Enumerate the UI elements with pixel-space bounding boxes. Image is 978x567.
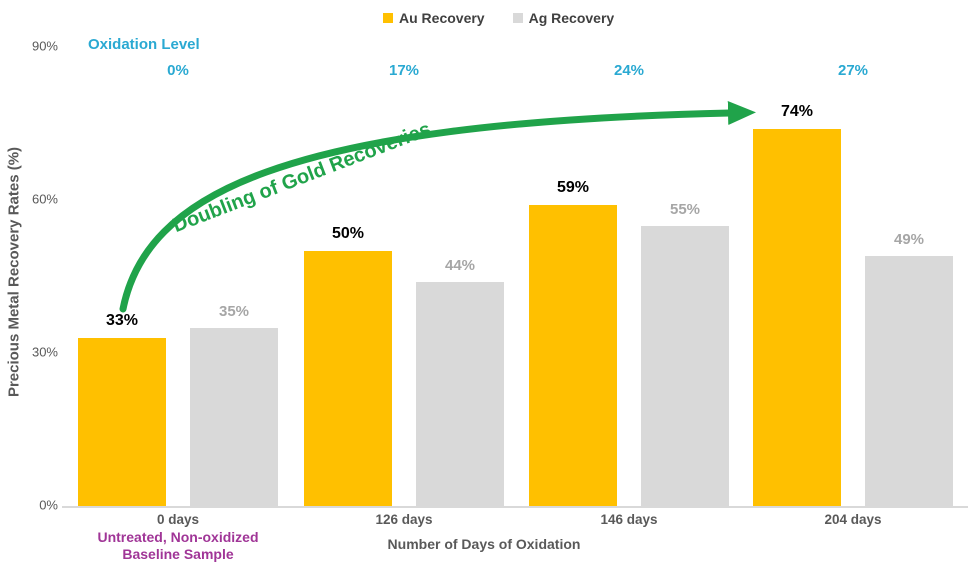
legend: Au Recovery Ag Recovery (383, 10, 614, 26)
oxidation-value: 27% (837, 62, 869, 79)
au-legend-label: Au Recovery (399, 10, 485, 26)
au-bar (753, 128, 841, 506)
oxidation-level-title: Oxidation Level (88, 36, 200, 53)
y-axis-title: Precious Metal Recovery Rates (%) (5, 146, 23, 398)
baseline-note-line2: Baseline Sample (122, 546, 234, 562)
ag-legend-label: Ag Recovery (528, 10, 615, 26)
ag-bar (190, 327, 278, 506)
au-bar (78, 337, 166, 506)
oxidation-value: 17% (388, 62, 420, 79)
ag-bar (865, 256, 953, 506)
oxidation-value: 0% (167, 62, 189, 79)
legend-item-au: Au Recovery (383, 10, 485, 26)
au-bar (529, 205, 617, 506)
ag-value-label: 35% (218, 302, 250, 320)
x-tick-label: 126 days (375, 512, 433, 527)
ag-legend-swatch-icon (512, 13, 523, 23)
ag-value-label: 44% (444, 256, 476, 274)
legend-item-ag: Ag Recovery (512, 10, 615, 26)
y-tick-label: 60% (31, 191, 58, 207)
ag-bar (416, 281, 504, 506)
ag-bar (641, 225, 729, 506)
x-tick-label: 204 days (824, 512, 882, 527)
au-value-label: 74% (780, 102, 814, 120)
au-bar (304, 251, 392, 506)
y-tick-label: 0% (39, 497, 58, 513)
au-value-label: 50% (331, 225, 365, 242)
ag-value-label: 55% (669, 200, 701, 218)
baseline-sample-note: Untreated, Non-oxidized Baseline Sample (58, 529, 298, 563)
x-tick-label: 0 days (156, 512, 200, 527)
au-value-label: 59% (556, 179, 590, 197)
oxidation-value: 24% (613, 62, 645, 79)
ag-value-label: 49% (893, 231, 925, 249)
arrow-annotation-text: Doubling of Gold Recoveries (169, 118, 434, 238)
au-value-label: 33% (105, 311, 139, 329)
baseline-note-line1: Untreated, Non-oxidized (97, 529, 259, 545)
x-axis-title: Number of Days of Oxidation (387, 536, 581, 552)
y-tick-label: 90% (31, 38, 58, 54)
x-axis-line (62, 506, 968, 508)
y-tick-label: 30% (31, 344, 58, 360)
au-legend-swatch-icon (383, 13, 393, 23)
x-tick-label: 146 days (600, 512, 658, 527)
